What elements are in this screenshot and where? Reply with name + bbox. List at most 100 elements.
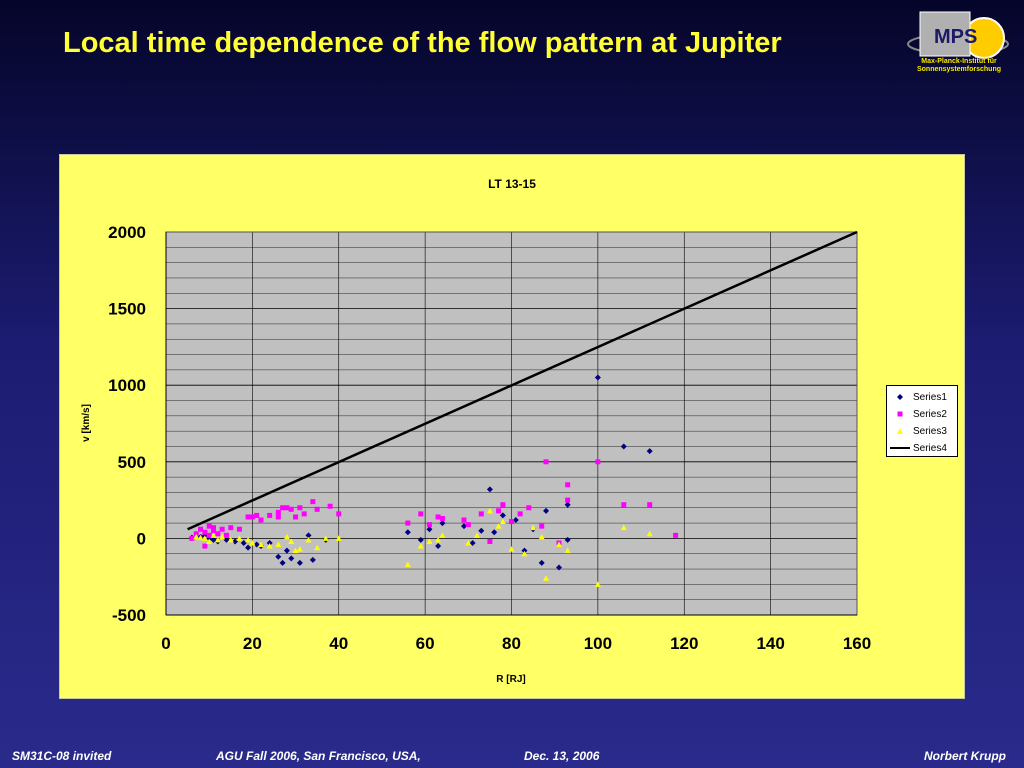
series1-point <box>543 507 550 514</box>
series3-point <box>266 543 273 549</box>
series3-point <box>404 561 411 567</box>
series2-point <box>228 525 234 531</box>
x-axis-label: R [RJ] <box>496 674 525 685</box>
series2-point <box>267 512 273 518</box>
series2-point <box>223 532 229 538</box>
chart-legend: Series1 Series2 Series3 Series4 <box>886 385 958 457</box>
series2-point <box>336 511 342 517</box>
series2-point <box>202 543 208 549</box>
footer-author: Norbert Krupp <box>924 749 1006 763</box>
series1-point <box>486 486 493 493</box>
series2-point <box>236 526 242 532</box>
series2-point <box>206 532 212 538</box>
y-tick-label: 1000 <box>108 376 146 395</box>
series2-point <box>565 482 571 488</box>
series1-point <box>491 529 498 536</box>
series1-point <box>469 539 476 546</box>
series2-point <box>284 505 290 511</box>
legend-item-series1: Series1 <box>887 389 957 406</box>
series1-point <box>564 536 571 543</box>
series1-point <box>499 512 506 519</box>
series3-point <box>486 507 493 514</box>
series1-point <box>435 543 442 550</box>
y-tick-label: 1500 <box>108 300 146 319</box>
series2-point <box>461 517 467 523</box>
series1-point <box>594 374 601 381</box>
y-tick-label: 0 <box>137 529 146 548</box>
x-tick-label: 140 <box>756 634 784 653</box>
footer-session-id: SM31C-08 invited <box>12 749 112 763</box>
series3-point <box>296 546 303 552</box>
footer-date: Dec. 13, 2006 <box>524 749 600 763</box>
series1-point <box>460 523 467 530</box>
series1-point <box>478 527 485 534</box>
series2-point <box>310 499 316 505</box>
series2-point <box>293 514 299 520</box>
series2-point <box>254 512 260 518</box>
slide-title: Local time dependence of the flow patter… <box>63 27 782 59</box>
series3-point <box>543 575 550 581</box>
series3-point <box>245 536 252 543</box>
series2-point <box>509 519 514 525</box>
series3-point <box>206 538 213 544</box>
series2-point <box>275 514 281 520</box>
series3-point <box>288 538 295 544</box>
y-axis-label: v [km/s] <box>81 404 92 442</box>
series3-point <box>214 536 221 543</box>
series2-point <box>297 505 303 511</box>
legend-label-series1: Series1 <box>913 392 947 403</box>
series2-point <box>435 514 441 520</box>
series2-point <box>621 502 627 508</box>
y-tick-label: -500 <box>112 606 146 625</box>
square-marker-icon <box>897 411 903 417</box>
series3-point <box>197 534 204 541</box>
series2-point <box>517 511 523 517</box>
series2-point <box>539 523 545 529</box>
series3-point <box>201 535 208 541</box>
series3-point <box>499 518 506 525</box>
series1-point <box>288 555 295 562</box>
series3-point <box>508 546 515 552</box>
series1-point <box>275 553 282 560</box>
series2-point <box>219 526 225 532</box>
series3-point <box>521 550 528 557</box>
x-tick-label: 120 <box>670 634 698 653</box>
series3-point <box>530 524 537 531</box>
series3-point <box>564 547 571 554</box>
logo-caption-line1: Max-Planck-Institut für <box>921 58 997 65</box>
x-tick-label: 60 <box>416 634 435 653</box>
series2-point <box>647 502 653 508</box>
series1-point <box>564 501 571 508</box>
series1-point <box>283 547 290 554</box>
series3-point <box>236 535 243 541</box>
series2-point <box>496 508 502 514</box>
series3-point <box>646 530 653 537</box>
legend-label-series3: Series3 <box>913 426 947 437</box>
logo-text: MPS <box>934 26 977 48</box>
series2-point <box>327 503 333 509</box>
diamond-marker-icon <box>897 394 903 400</box>
series1-point <box>521 547 528 554</box>
series3-point <box>417 543 424 549</box>
series2-point <box>478 511 484 517</box>
series2-point <box>249 514 255 520</box>
series1-point <box>245 544 252 551</box>
series1-point <box>426 526 433 533</box>
legend-label-series4: Series4 <box>913 443 947 454</box>
series3-point <box>258 541 265 548</box>
series3-point <box>465 539 472 546</box>
series2-point <box>301 511 307 517</box>
chart-panel: -500 0 500 1000 1500 2000 0 20 40 60 80 100 120 140 16… <box>59 154 965 699</box>
scatter-chart: -500 0 500 1000 1500 2000 0 20 40 60 80 100 120 140 16… <box>81 177 871 685</box>
series3-point <box>439 532 446 538</box>
line-marker-icon <box>890 447 910 449</box>
series2-point <box>314 506 320 512</box>
series2-point <box>193 531 199 537</box>
series3-point <box>495 523 502 529</box>
series1-point <box>309 556 316 563</box>
series1-point <box>279 559 286 566</box>
legend-label-series2: Series2 <box>913 409 947 420</box>
series1-point <box>538 559 545 566</box>
series3-point <box>227 536 234 543</box>
legend-item-series2: Series2 <box>887 406 957 423</box>
